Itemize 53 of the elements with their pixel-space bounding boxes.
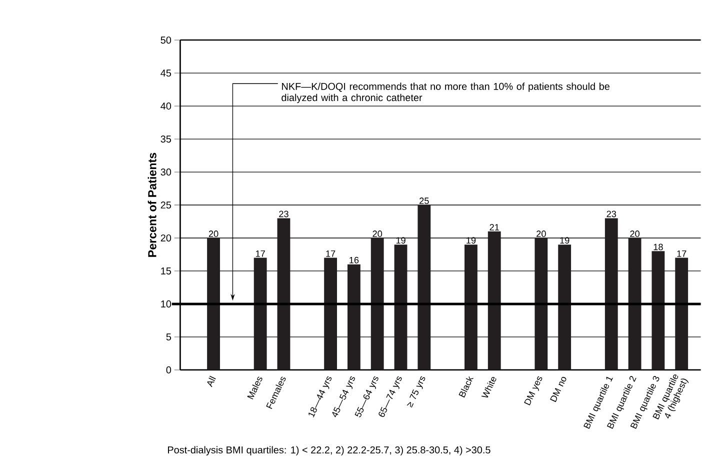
bar <box>464 244 478 370</box>
data-label: 20 <box>208 230 218 238</box>
bar <box>675 258 688 370</box>
bar <box>628 238 642 370</box>
text: Post-dialysis BMI quartiles: 1) < 22.2, 2) 22.2-25.7, 3) 25.8-30.5, 4) >30.5 <box>168 446 490 456</box>
bar <box>604 218 618 370</box>
bar <box>370 238 384 370</box>
bar <box>488 232 501 370</box>
y-tick-label: 30 <box>160 168 172 176</box>
x-tick-label: White <box>481 377 496 398</box>
bar <box>254 258 267 370</box>
bar <box>277 218 290 370</box>
y-tick-label: 5 <box>166 334 172 341</box>
data-label: 23 <box>279 210 288 218</box>
data-label: 25 <box>420 198 429 204</box>
data-label: 23 <box>606 210 616 218</box>
x-tick-label: Black <box>458 376 474 398</box>
data-label: 17 <box>677 250 686 257</box>
bar <box>207 238 220 370</box>
data-label: 20 <box>536 230 546 238</box>
x-tick-label: DM no <box>550 377 566 402</box>
y-tick-label: 20 <box>160 234 172 242</box>
y-tick-label: 45 <box>160 70 172 77</box>
data-label: 19 <box>396 237 406 244</box>
bar <box>652 251 665 370</box>
data-label: 20 <box>372 230 382 238</box>
data-label: 17 <box>256 250 265 257</box>
bar <box>534 238 548 370</box>
bar <box>394 244 408 370</box>
data-label: 18 <box>654 244 663 250</box>
y-tick-label: 50 <box>160 36 172 44</box>
x-tick-label: All <box>207 376 216 388</box>
y-tick-label: 15 <box>161 268 172 275</box>
x-tick-label: Males <box>247 377 262 400</box>
bar <box>347 264 360 370</box>
y-tick-label: 40 <box>160 102 172 110</box>
data-label: 19 <box>466 237 476 244</box>
data-label: 21 <box>490 224 499 231</box>
bar <box>324 258 337 370</box>
bar <box>558 244 572 370</box>
data-label: 17 <box>326 250 336 257</box>
data-label: 16 <box>350 257 359 264</box>
y-tick-label: 10 <box>161 300 172 308</box>
x-tick-label: DM yes <box>524 376 542 406</box>
x-tick-label: ≥ 75 yrs <box>406 376 426 408</box>
data-label: 20 <box>630 230 640 238</box>
y-axis-title: Percent of Patients <box>148 153 156 258</box>
data-label: 19 <box>560 237 570 244</box>
y-tick-label: 35 <box>160 136 172 143</box>
y-tick-label: 0 <box>166 366 172 374</box>
ref-line-label: NKF—K/DOQI recommends that no more than 10% of patients should be dialyzed with a chronic catheter <box>282 82 610 104</box>
y-tick-label: 25 <box>160 202 172 209</box>
bar <box>418 205 431 370</box>
